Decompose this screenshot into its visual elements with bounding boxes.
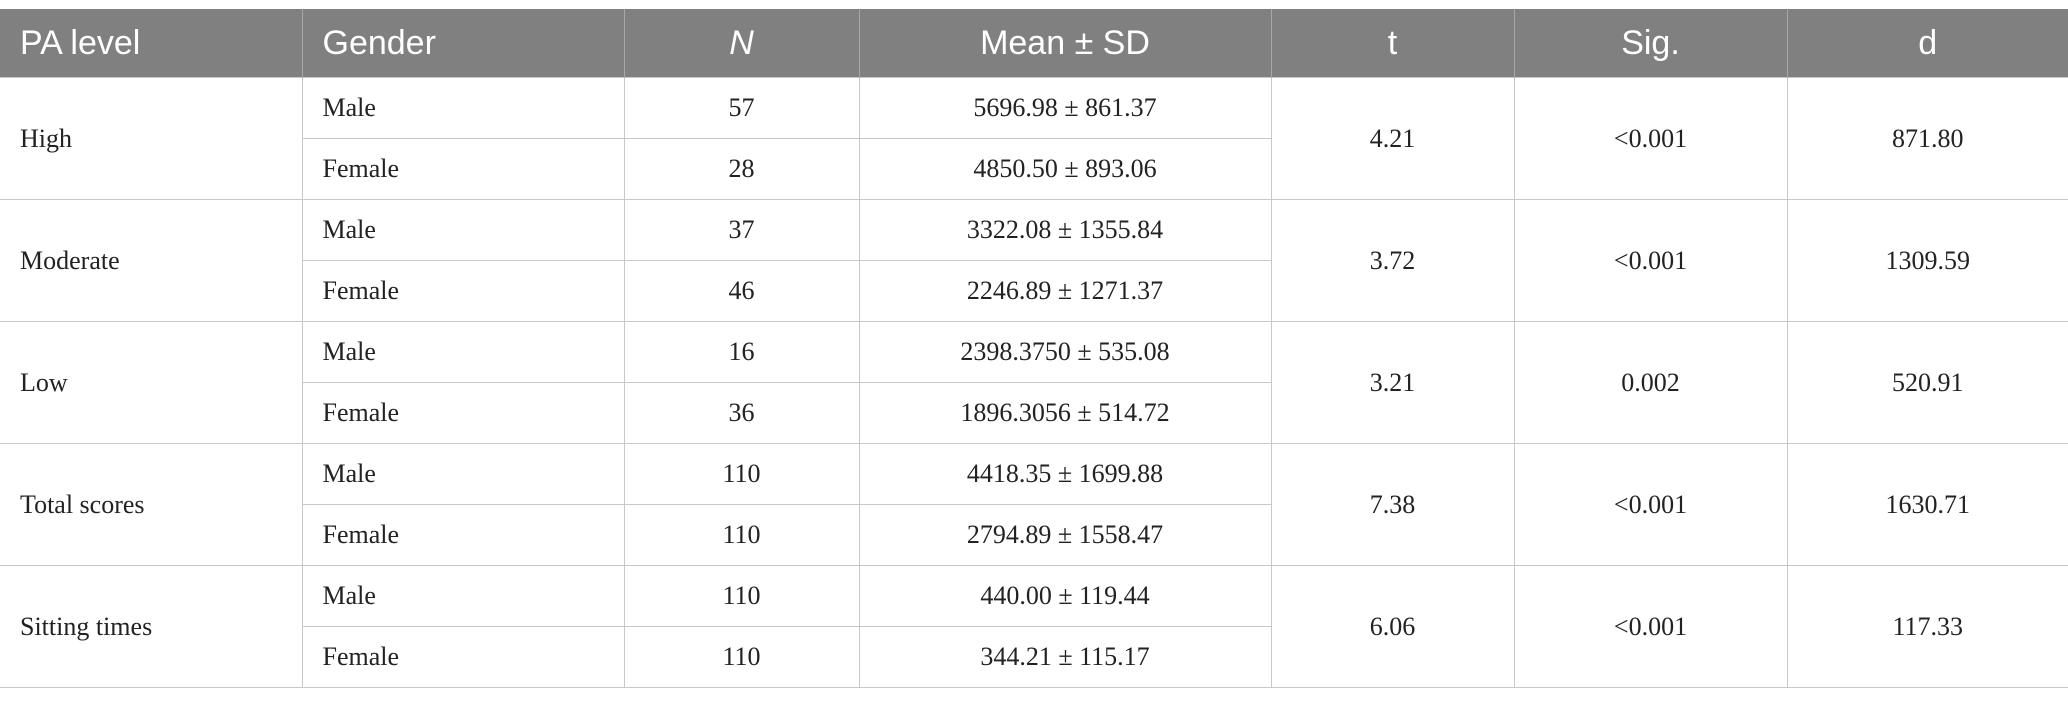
gender: Female: [302, 504, 625, 566]
n: 36: [623, 382, 860, 444]
mean-sd: 2398.3750 ± 535.08: [858, 321, 1272, 383]
sig: <0.001: [1513, 77, 1788, 200]
sig: <0.001: [1513, 199, 1788, 322]
table-row: Female 110 2794.89 ± 1558.47: [0, 504, 2068, 566]
gender: Male: [301, 443, 625, 505]
t-value: 4.21: [1270, 77, 1515, 200]
table-body: High Male 57 5696.98 ± 861.37 4.21 <0.001 871.…: [0, 77, 2068, 688]
gender: Female: [302, 260, 625, 322]
table-row: Female 110 344.21 ± 115.17: [0, 626, 2068, 688]
gender: Male: [301, 565, 625, 627]
sig: 0.002: [1513, 321, 1788, 444]
n: 37: [623, 199, 860, 261]
n: 110: [623, 565, 860, 627]
table-row: Female 46 2246.89 ± 1271.37: [0, 260, 2068, 322]
effect-d: 1309.59: [1786, 199, 2068, 322]
mean-sd: 3322.08 ± 1355.84: [858, 199, 1272, 261]
gender: Male: [301, 321, 625, 383]
column-header: Sig.: [1513, 9, 1787, 78]
gender: Female: [302, 382, 625, 444]
t-value: 6.06: [1270, 565, 1515, 688]
n: 28: [623, 138, 860, 200]
header-row: PA level Gender N Mean ± SD t Sig. d: [0, 9, 2068, 78]
gender: Male: [301, 199, 625, 261]
mean-sd: 1896.3056 ± 514.72: [858, 382, 1271, 444]
sig: <0.001: [1513, 565, 1788, 688]
mean-sd: 4850.50 ± 893.06: [858, 138, 1271, 200]
t-value: 3.72: [1270, 199, 1515, 322]
mean-sd: 4418.35 ± 1699.88: [858, 443, 1272, 505]
pa-level: Moderate: [0, 199, 303, 322]
n: 110: [623, 626, 860, 688]
mean-sd: 2794.89 ± 1558.47: [858, 504, 1271, 566]
column-header: Gender: [301, 9, 624, 78]
sig: <0.001: [1513, 443, 1788, 566]
column-header: N: [623, 9, 859, 78]
column-header: Mean ± SD: [858, 9, 1271, 78]
effect-d: 520.91: [1786, 321, 2068, 444]
n: 110: [623, 504, 860, 566]
table-row: Total scores Male 110 4418.35 ± 1699.88 7.38…: [0, 443, 2068, 566]
table-row: Low Male 16 2398.3750 ± 535.08 3.21 0.002 520.…: [0, 321, 2068, 444]
column-header: t: [1270, 9, 1514, 78]
mean-sd: 5696.98 ± 861.37: [858, 77, 1272, 139]
table-row: Moderate Male 37 3322.08 ± 1355.84 3.72 <0.00…: [0, 199, 2068, 322]
table-row: Sitting times Male 110 440.00 ± 119.44 6.06 <…: [0, 565, 2068, 688]
n: 110: [623, 443, 860, 505]
n: 46: [623, 260, 860, 322]
pa-level: Sitting times: [0, 565, 303, 688]
t-value: 7.38: [1270, 443, 1515, 566]
mean-sd: 344.21 ± 115.17: [858, 626, 1271, 688]
pa-level: High: [0, 77, 303, 200]
table-row: High Male 57 5696.98 ± 861.37 4.21 <0.001 871.…: [0, 77, 2068, 200]
mean-sd: 440.00 ± 119.44: [858, 565, 1272, 627]
gender: Female: [302, 626, 625, 688]
n: 57: [623, 77, 860, 139]
n: 16: [623, 321, 860, 383]
effect-d: 1630.71: [1786, 443, 2068, 566]
results-table: PA level Gender N Mean ± SD t Sig. d High Male 5…: [0, 9, 2068, 688]
table-row: Female 28 4850.50 ± 893.06: [0, 138, 2068, 200]
gender: Male: [301, 77, 625, 139]
pa-level: Total scores: [0, 443, 303, 566]
mean-sd: 2246.89 ± 1271.37: [858, 260, 1271, 322]
pa-level: Low: [0, 321, 303, 444]
column-header: d: [1786, 9, 2068, 78]
t-value: 3.21: [1270, 321, 1515, 444]
effect-d: 871.80: [1786, 77, 2068, 200]
table-row: Female 36 1896.3056 ± 514.72: [0, 382, 2068, 444]
column-header: PA level: [0, 9, 302, 78]
effect-d: 117.33: [1786, 565, 2068, 688]
gender: Female: [302, 138, 625, 200]
